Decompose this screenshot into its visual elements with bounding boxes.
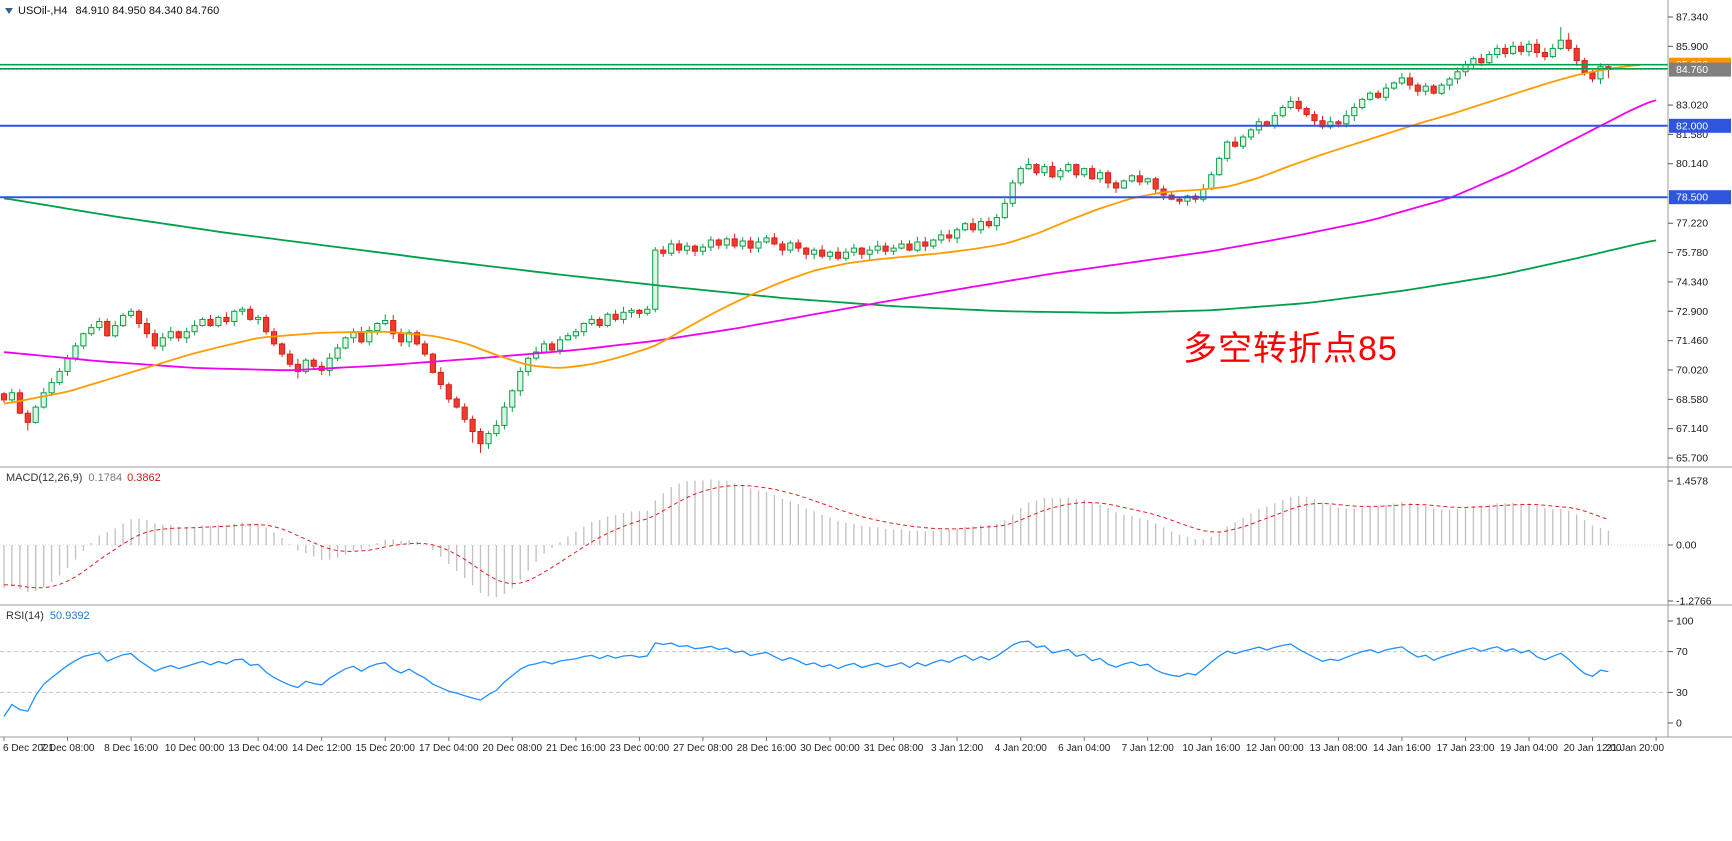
price-badge-82.000 [1669,118,1731,133]
rsi-label: RSI(14) 50.9392 [6,609,90,623]
svg-text:82.000: 82.000 [1676,120,1708,132]
svg-text:67.140: 67.140 [1676,423,1708,435]
svg-text:3 Jan 12:00: 3 Jan 12:00 [931,743,984,754]
macd-signal-line [3,484,1609,589]
svg-text:65.700: 65.700 [1676,453,1708,465]
ohlc-values: 84.910 84.950 84.340 84.760 [75,5,220,17]
rsi-line [3,640,1609,717]
svg-text:28 Dec 16:00: 28 Dec 16:00 [737,743,797,754]
svg-text:20 Dec 08:00: 20 Dec 08:00 [483,743,543,754]
svg-text:84.760: 84.760 [1676,64,1708,76]
svg-text:10 Dec 00:00: 10 Dec 00:00 [165,743,225,754]
macd-value-signal: 0.3862 [127,472,161,484]
svg-text:-1.2766: -1.2766 [1676,596,1712,608]
svg-text:74.340: 74.340 [1676,276,1708,288]
rsi-value: 50.9392 [49,610,90,622]
macd-label: MACD(12,26,9) 0.1784 0.3862 [6,471,161,485]
svg-text:21 Dec 16:00: 21 Dec 16:00 [546,743,606,754]
chart-title: USOil-,H4 84.910 84.950 84.340 84.760 [5,4,219,18]
expand-triangle-icon[interactable] [5,8,13,15]
svg-text:87.340: 87.340 [1676,12,1708,24]
svg-text:7 Jan 12:00: 7 Jan 12:00 [1122,743,1175,754]
macd-histogram [3,479,1610,598]
svg-text:85.900: 85.900 [1676,41,1708,53]
svg-text:0.00: 0.00 [1676,540,1697,552]
svg-text:80.140: 80.140 [1676,158,1708,170]
svg-text:6 Dec 2021: 6 Dec 2021 [3,743,55,754]
svg-text:30: 30 [1676,687,1688,699]
svg-text:83.020: 83.020 [1676,100,1708,112]
macd-value-main: 0.1784 [88,472,123,484]
svg-text:14 Dec 12:00: 14 Dec 12:00 [292,743,352,754]
svg-text:78.500: 78.500 [1676,192,1708,204]
svg-text:1.4578: 1.4578 [1676,476,1708,488]
svg-text:0: 0 [1676,718,1682,730]
svg-text:15 Dec 20:00: 15 Dec 20:00 [355,743,415,754]
svg-text:19 Jan 04:00: 19 Jan 04:00 [1500,743,1558,754]
svg-text:27 Dec 08:00: 27 Dec 08:00 [673,743,733,754]
svg-text:12 Jan 00:00: 12 Jan 00:00 [1246,743,1304,754]
svg-text:70.020: 70.020 [1676,364,1708,376]
rsi-name: RSI(14) [6,610,44,622]
svg-text:10 Jan 16:00: 10 Jan 16:00 [1182,743,1240,754]
ma-magenta-line [3,99,1657,372]
svg-text:68.580: 68.580 [1676,394,1708,406]
svg-text:71.460: 71.460 [1676,335,1708,347]
svg-text:70: 70 [1676,646,1688,658]
svg-text:20 Jan 12:00: 20 Jan 12:00 [1564,743,1622,754]
ma-orange-line [3,64,1641,405]
svg-text:17 Jan 23:00: 17 Jan 23:00 [1437,743,1495,754]
svg-text:30 Dec 00:00: 30 Dec 00:00 [800,743,860,754]
price-badge-78.500 [1669,190,1731,205]
svg-text:14 Jan 16:00: 14 Jan 16:00 [1373,743,1431,754]
svg-text:13 Dec 04:00: 13 Dec 04:00 [228,743,288,754]
macd-name: MACD(12,26,9) [6,472,83,484]
ma-green-line [3,197,1657,314]
price-badge-84.760 [1669,62,1731,77]
svg-text:8 Dec 16:00: 8 Dec 16:00 [104,743,158,754]
svg-text:4 Jan 20:00: 4 Jan 20:00 [995,743,1048,754]
svg-text:21 Jan 20:00: 21 Jan 20:00 [1606,743,1664,754]
svg-text:13 Jan 08:00: 13 Jan 08:00 [1309,743,1367,754]
svg-text:6 Jan 04:00: 6 Jan 04:00 [1058,743,1111,754]
svg-text:77.220: 77.220 [1676,218,1708,230]
candles [0,27,1612,453]
svg-text:17 Dec 04:00: 17 Dec 04:00 [419,743,479,754]
svg-text:75.780: 75.780 [1676,247,1708,259]
svg-text:72.900: 72.900 [1676,306,1708,318]
svg-text:7 Dec 08:00: 7 Dec 08:00 [41,743,95,754]
symbol-timeframe: USOil-,H4 [18,5,68,17]
svg-text:31 Dec 08:00: 31 Dec 08:00 [864,743,924,754]
chart-annotation-text: 多空转折点85 [1183,330,1398,368]
svg-text:23 Dec 00:00: 23 Dec 00:00 [610,743,670,754]
svg-text:100: 100 [1676,616,1694,628]
